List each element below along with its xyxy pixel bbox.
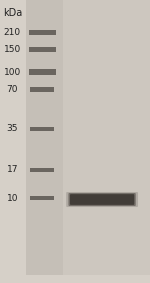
FancyBboxPatch shape [29, 47, 56, 52]
FancyBboxPatch shape [30, 168, 54, 172]
FancyBboxPatch shape [29, 30, 56, 35]
FancyBboxPatch shape [30, 196, 54, 200]
Text: 210: 210 [4, 28, 21, 37]
FancyBboxPatch shape [30, 87, 54, 92]
Text: 150: 150 [4, 45, 21, 54]
FancyBboxPatch shape [66, 192, 138, 207]
Text: 100: 100 [4, 68, 21, 77]
Text: 17: 17 [7, 165, 18, 174]
FancyBboxPatch shape [29, 69, 56, 75]
FancyBboxPatch shape [70, 194, 134, 205]
Text: 35: 35 [7, 124, 18, 133]
FancyBboxPatch shape [68, 193, 136, 206]
Text: kDa: kDa [3, 8, 22, 18]
FancyBboxPatch shape [26, 0, 63, 275]
Text: 70: 70 [7, 85, 18, 94]
FancyBboxPatch shape [26, 0, 150, 275]
FancyBboxPatch shape [30, 127, 54, 131]
Text: 10: 10 [7, 194, 18, 203]
